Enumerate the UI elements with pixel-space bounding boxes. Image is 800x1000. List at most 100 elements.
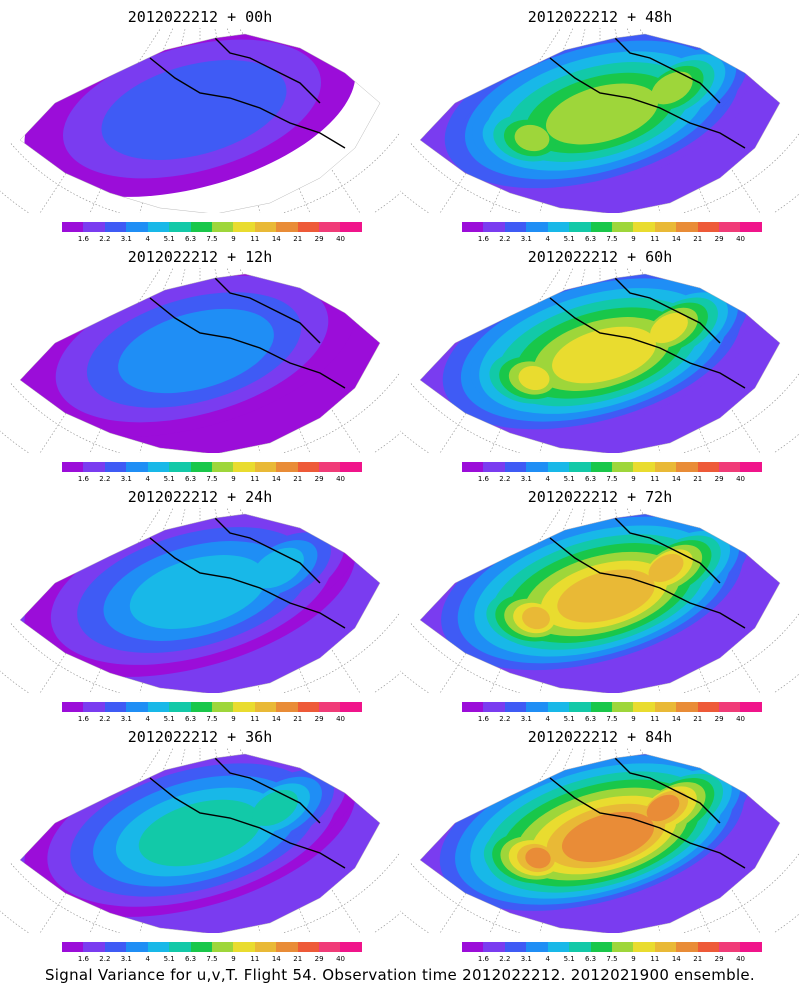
colorbar-label: 2.2 [99,955,111,963]
colorbar-label: 9 [231,715,236,723]
colorbar-label: 1.6 [477,715,489,723]
colorbar-label: 14 [271,955,281,963]
colorbar-swatch [526,702,548,712]
map-panel: 2012022212 + 48h 1.6 2.2 3.1 4 5.1 6.3 7.5 9 11 14… [400,0,800,246]
colorbar-label: 21 [693,715,703,723]
colorbar-label: 14 [271,475,281,483]
colorbar-swatch [104,222,127,232]
colorbar-label: 29 [314,475,324,483]
colorbar-label: 21 [693,235,703,243]
colorbar-label: 2.2 [99,475,111,483]
colorbar-label: 9 [231,955,236,963]
colorbar-label: 5.1 [163,955,175,963]
colorbar-swatch [719,462,741,472]
panel-title: 2012022212 + 24h [127,488,273,506]
variance-field [20,514,380,693]
colorbar-label: 21 [293,715,303,723]
colorbar-swatch [676,942,698,952]
colorbar [462,942,762,952]
colorbar-label: 6.3 [184,235,197,243]
colorbar-swatch [654,942,677,952]
colorbar-swatch [83,222,105,232]
colorbar-swatch [547,222,570,232]
colorbar-label: 4 [545,475,550,483]
colorbar-swatch [526,462,548,472]
map-panel: 2012022212 + 00h 1.6 2.2 3.1 4 5.1 6.3 7.5 9 11 14… [0,0,400,246]
variance-map [400,748,800,933]
colorbar-label: 5.1 [163,715,175,723]
colorbar-label: 40 [736,955,746,963]
coastline [549,517,746,629]
panel-title: 2012022212 + 84h [527,728,673,746]
variance-map [0,268,400,453]
colorbar-label: 4 [145,715,150,723]
colorbar-swatch [504,222,527,232]
colorbar-swatch [483,942,505,952]
colorbar-label: 3.1 [520,955,532,963]
colorbar-swatch [504,942,527,952]
colorbar-swatch [740,942,762,952]
colorbar-label: 6.3 [184,475,197,483]
colorbar-label: 29 [714,715,724,723]
colorbar-label: 4 [545,715,550,723]
colorbar-label: 21 [293,235,303,243]
colorbar-label: 21 [293,955,303,963]
colorbar-swatch [590,222,612,232]
colorbar-swatch [719,702,741,712]
colorbar-swatch [147,942,170,952]
colorbar-label: 7.5 [206,955,218,963]
variance-map [400,28,800,213]
colorbar-swatch [319,462,341,472]
colorbar-swatch [104,942,127,952]
map-panel: 2012022212 + 60h 1.6 2.2 3.1 4 5.1 6.3 7.5 9 11 14… [400,240,800,486]
colorbar-label: 3.1 [520,235,532,243]
colorbar-swatch [462,942,484,952]
colorbar-swatch [654,702,677,712]
colorbar-swatch [526,222,548,232]
colorbar-swatch [611,462,634,472]
colorbar-swatch [62,222,84,232]
colorbar-swatch [590,462,612,472]
colorbar-label: 6.3 [584,475,597,483]
colorbar-labels: 1.6 2.2 3.1 4 5.1 6.3 7.5 9 11 14 21 29 40 [62,235,362,245]
colorbar-swatch [611,702,634,712]
colorbar-label: 7.5 [206,235,218,243]
colorbar-swatch [233,702,255,712]
variance-map [0,508,400,693]
colorbar-label: 40 [336,715,346,723]
colorbar-label: 14 [671,235,681,243]
colorbar-swatch [340,462,362,472]
colorbar-label: 21 [693,955,703,963]
colorbar-swatch [297,942,320,952]
colorbar-swatch [297,222,320,232]
colorbar-swatch [83,462,105,472]
colorbar [462,702,762,712]
colorbar-label: 2.2 [499,235,511,243]
colorbar-label: 21 [693,475,703,483]
colorbar-swatch [126,222,148,232]
colorbar-label: 4 [145,235,150,243]
colorbar-swatch [147,462,170,472]
variance-map [0,748,400,933]
colorbar-label: 4 [545,955,550,963]
variance-field [20,274,380,453]
colorbar-labels: 1.6 2.2 3.1 4 5.1 6.3 7.5 9 11 14 21 29 40 [462,235,762,245]
colorbar-label: 3.1 [520,475,532,483]
colorbar-swatch [211,462,234,472]
colorbar-swatch [569,462,591,472]
colorbar-swatch [254,222,277,232]
colorbar-swatch [462,222,484,232]
colorbar [62,462,362,472]
colorbar-labels: 1.6 2.2 3.1 4 5.1 6.3 7.5 9 11 14 21 29 40 [62,475,362,485]
colorbar-swatch [340,702,362,712]
colorbar-swatch [211,942,234,952]
colorbar-label: 3.1 [120,475,132,483]
colorbar-label: 1.6 [77,235,89,243]
colorbar-swatch [462,462,484,472]
colorbar-swatch [654,222,677,232]
colorbar-label: 9 [231,475,236,483]
colorbar-label: 3.1 [120,715,132,723]
colorbar-swatch [62,702,84,712]
colorbar-label: 7.5 [606,475,618,483]
colorbar-label: 1.6 [77,955,89,963]
